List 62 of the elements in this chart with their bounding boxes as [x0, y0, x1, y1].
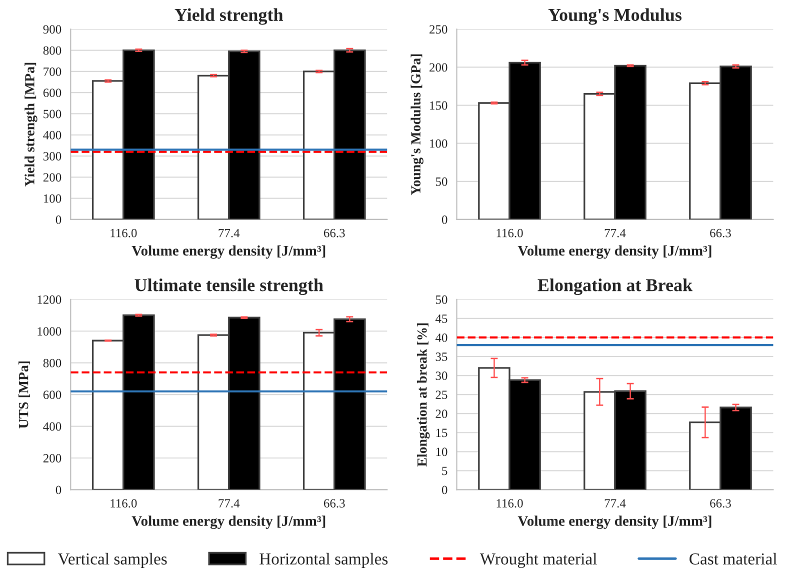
chart-title: Yield strength — [174, 8, 284, 25]
x-tick-label: 77.4 — [218, 499, 240, 508]
x-tick-label: 66.3 — [324, 228, 345, 238]
legend-label: Cast material — [690, 552, 777, 565]
y-axis-title: Yield strength [MPa] — [24, 62, 38, 187]
y-axis-title: Elongation at break [%] — [416, 323, 430, 467]
x-tick-label: 66.3 — [324, 499, 345, 508]
x-tick-label: 116.0 — [496, 228, 523, 238]
y-tick-label: 45 — [435, 314, 448, 323]
x-tick-label: 77.4 — [604, 499, 626, 508]
x-tick-label: 66.3 — [710, 228, 731, 238]
chart-title: Ultimate tensile strength — [134, 278, 324, 296]
y-axis-title: UTS [MPa] — [18, 361, 30, 428]
x-tick-label: 116.0 — [496, 499, 523, 508]
y-tick-label: 800 — [43, 46, 62, 55]
y-tick-label: 300 — [43, 152, 62, 160]
x-axis-title: Volume energy density [J/mm³] — [518, 516, 712, 529]
y-tick-label: 600 — [43, 88, 62, 98]
y-tick-label: 900 — [43, 25, 62, 34]
y-tick-label: 800 — [43, 358, 62, 368]
y-tick-label: 1200 — [38, 295, 62, 304]
y-tick-label: 0 — [442, 215, 448, 224]
chart-title: Young's Modulus — [548, 8, 682, 25]
y-tick-label: 700 — [44, 67, 62, 76]
y-tick-label: 0 — [56, 486, 62, 494]
y-tick-label: 0 — [442, 486, 448, 494]
y-tick-label: 500 — [44, 110, 62, 118]
y-tick-label: 40 — [435, 333, 448, 342]
y-tick-label: 200 — [43, 173, 62, 182]
legend-label: Wrought material — [480, 552, 597, 568]
legend-label: Horizontal samples — [260, 552, 388, 568]
y-tick-label: 1000 — [38, 327, 62, 336]
y-tick-label: 35 — [436, 352, 448, 361]
x-tick-label: 77.4 — [218, 228, 240, 238]
y-tick-label: 25 — [436, 390, 448, 400]
y-tick-label: 0 — [56, 215, 62, 224]
y-tick-label: 200 — [43, 454, 62, 462]
x-axis-title: Volume energy density [J/mm³] — [518, 245, 712, 259]
y-tick-label: 20 — [436, 410, 448, 418]
x-tick-label: 116.0 — [110, 228, 137, 238]
y-tick-label: 100 — [44, 194, 62, 203]
y-tick-label: 30 — [436, 372, 448, 380]
y-tick-label: 250 — [430, 25, 448, 34]
y-tick-label: 400 — [43, 130, 62, 140]
y-tick-label: 100 — [430, 139, 448, 148]
y-axis-title: Young's Modulus [GPa] — [410, 54, 424, 196]
y-tick-label: 400 — [43, 422, 62, 431]
y-tick-label: 150 — [430, 101, 448, 110]
y-tick-label: 50 — [436, 177, 448, 186]
chart-title: Elongation at Break — [538, 278, 693, 296]
x-axis-title: Volume energy density [J/mm³] — [132, 245, 326, 259]
y-tick-label: 15 — [436, 428, 448, 438]
y-tick-label: 50 — [436, 295, 448, 304]
x-tick-label: 77.4 — [604, 228, 626, 238]
x-tick-label: 116.0 — [110, 499, 137, 508]
y-tick-label: 5 — [442, 466, 448, 476]
y-tick-label: 10 — [436, 448, 448, 456]
x-axis-title: Volume energy density [J/mm³] — [132, 516, 326, 529]
y-tick-label: 200 — [430, 63, 448, 72]
legend-label: Vertical samples — [58, 552, 167, 568]
y-tick-label: 600 — [43, 390, 62, 400]
x-tick-label: 66.3 — [710, 499, 731, 508]
